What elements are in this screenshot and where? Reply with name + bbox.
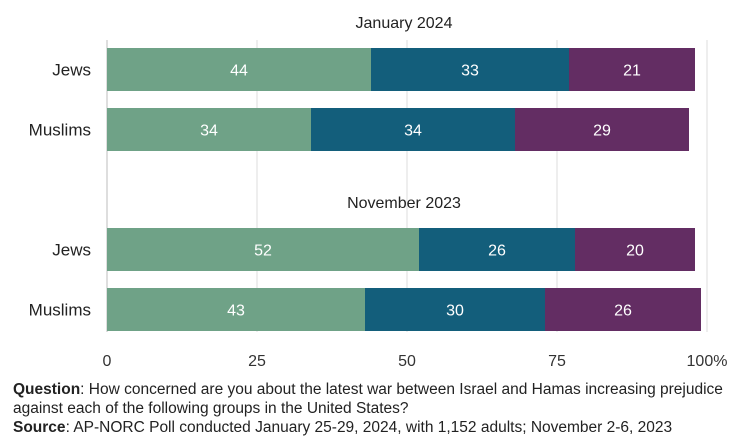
panel-title: January 2024 — [356, 15, 453, 32]
category-label: Muslims — [29, 301, 91, 320]
x-tick-label: 25 — [248, 353, 266, 370]
bar-segment — [545, 288, 701, 331]
question-note: Question: How concerned are you about th… — [13, 380, 738, 418]
source-label: Source — [13, 419, 66, 436]
data-label: 20 — [626, 243, 644, 260]
bar-segment — [419, 228, 575, 271]
source-text: : AP-NORC Poll conducted January 25-29, … — [65, 419, 673, 436]
data-label: 26 — [488, 243, 506, 260]
bar-segment — [365, 288, 545, 331]
data-label: 33 — [461, 63, 479, 80]
footnote: Question: How concerned are you about th… — [13, 380, 738, 437]
x-tick-label: 0 — [103, 353, 112, 370]
bar-segment — [107, 228, 419, 271]
data-label: 26 — [614, 303, 632, 320]
source-note: Source: AP-NORC Poll conducted January 2… — [13, 418, 738, 437]
data-label: 43 — [227, 303, 245, 320]
data-label: 34 — [200, 123, 218, 140]
question-label: Question — [13, 381, 81, 398]
data-label: 21 — [623, 63, 641, 80]
category-label: Muslims — [29, 121, 91, 140]
x-tick-label: 100% — [687, 353, 728, 370]
question-text: : How concerned are you about the latest… — [13, 381, 723, 417]
bar-segment — [371, 48, 569, 91]
bar-segment — [107, 48, 371, 91]
data-label: 44 — [230, 63, 248, 80]
category-label: Jews — [52, 61, 91, 80]
bar-segment — [515, 108, 689, 151]
data-label: 30 — [446, 303, 464, 320]
data-label: 34 — [404, 123, 422, 140]
bar-segment — [107, 288, 365, 331]
bar-segment — [311, 108, 515, 151]
panel-title: November 2023 — [347, 195, 461, 212]
data-label: 29 — [593, 123, 611, 140]
bar-segment — [107, 108, 311, 151]
stacked-bar-chart: 0 25 50 75 100% January 2024 Jews 44 33 21 Muslims… — [29, 15, 728, 370]
bar-segment — [569, 48, 695, 91]
data-label: 52 — [254, 243, 272, 260]
x-tick-label: 50 — [398, 353, 416, 370]
category-label: Jews — [52, 241, 91, 260]
bar-segment — [575, 228, 695, 271]
x-tick-label: 75 — [548, 353, 566, 370]
